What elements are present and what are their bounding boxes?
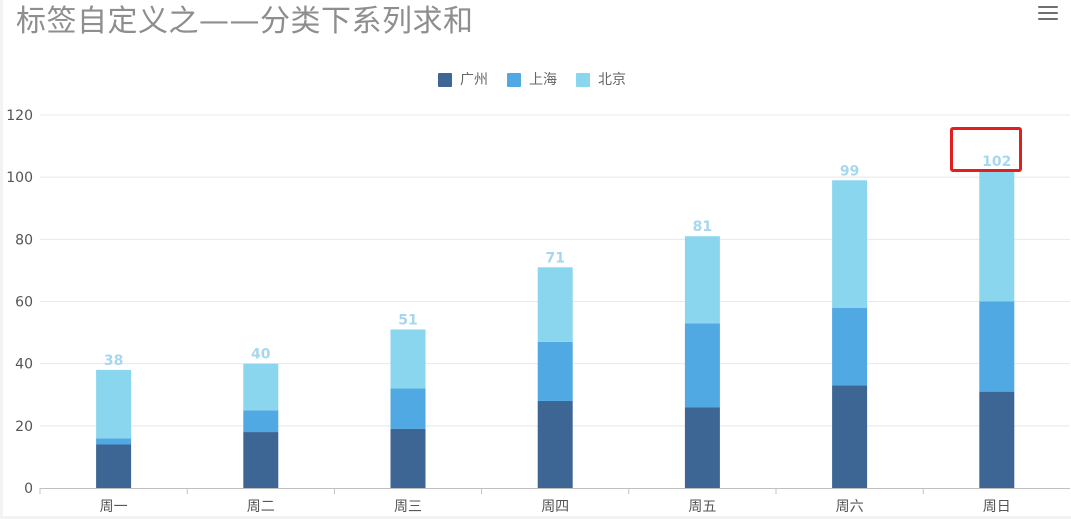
total-data-label: 40 xyxy=(251,347,271,363)
bar-segment-beijing xyxy=(390,329,426,389)
legend-item-shanghai[interactable]: 上海 xyxy=(507,70,557,90)
total-data-label: 99 xyxy=(840,163,859,179)
x-tick-label: 周五 xyxy=(688,499,716,515)
legend-label: 广州 xyxy=(460,72,488,88)
x-tick-label: 周一 xyxy=(100,499,128,515)
x-tick-label: 周六 xyxy=(836,499,864,515)
legend-label: 上海 xyxy=(529,72,557,88)
bar-segment-guangzhou xyxy=(537,400,573,488)
bar-segment-guangzhou xyxy=(243,432,279,488)
left-border xyxy=(0,0,3,519)
bar-segment-shanghai xyxy=(684,323,720,408)
bottom-border xyxy=(0,516,1071,519)
bar-segment-beijing xyxy=(979,170,1015,302)
legend-item-guangzhou[interactable]: 广州 xyxy=(438,70,488,90)
total-data-label: 71 xyxy=(545,250,564,266)
y-tick-label: 120 xyxy=(6,108,33,124)
bar-segment-shanghai xyxy=(390,388,426,429)
bar-segment-guangzhou xyxy=(832,385,868,488)
x-tick-label: 周二 xyxy=(247,499,275,515)
bar-segment-shanghai xyxy=(96,438,132,445)
legend: 广州 上海 北京 xyxy=(438,70,645,90)
total-data-label: 102 xyxy=(982,154,1011,170)
legend-swatch-icon xyxy=(576,73,590,87)
bar-segment-shanghai xyxy=(537,341,573,401)
legend-item-beijing[interactable]: 北京 xyxy=(576,70,626,90)
bar-segment-guangzhou xyxy=(96,444,132,488)
total-data-label: 51 xyxy=(398,312,417,328)
x-tick-label: 周四 xyxy=(541,499,569,515)
y-tick-label: 60 xyxy=(15,295,33,311)
bar-segment-shanghai xyxy=(243,410,279,433)
bar-segment-guangzhou xyxy=(979,391,1015,488)
x-tick-label: 周日 xyxy=(983,499,1011,515)
bar-segment-beijing xyxy=(832,180,868,308)
y-tick-label: 0 xyxy=(24,481,33,497)
bar-segment-shanghai xyxy=(979,301,1015,392)
bar-segment-beijing xyxy=(243,363,279,411)
y-tick-label: 100 xyxy=(6,170,33,186)
legend-label: 北京 xyxy=(598,72,626,88)
total-data-label: 38 xyxy=(104,353,123,369)
y-tick-label: 20 xyxy=(15,419,33,435)
legend-swatch-icon xyxy=(438,73,452,87)
total-data-label: 81 xyxy=(693,219,712,235)
y-tick-label: 80 xyxy=(15,232,33,248)
menu-icon[interactable] xyxy=(1036,3,1060,23)
bar-segment-guangzhou xyxy=(684,407,720,488)
x-tick-label: 周三 xyxy=(394,499,422,515)
y-tick-label: 40 xyxy=(15,357,33,373)
legend-swatch-icon xyxy=(507,73,521,87)
bar-segment-shanghai xyxy=(832,307,868,386)
bar-segment-guangzhou xyxy=(390,428,426,488)
chart-title: 标签自定义之——分类下系列求和 xyxy=(16,4,474,39)
bar-segment-beijing xyxy=(537,267,573,342)
bar-segment-beijing xyxy=(96,369,132,439)
bar-segment-beijing xyxy=(684,236,720,324)
